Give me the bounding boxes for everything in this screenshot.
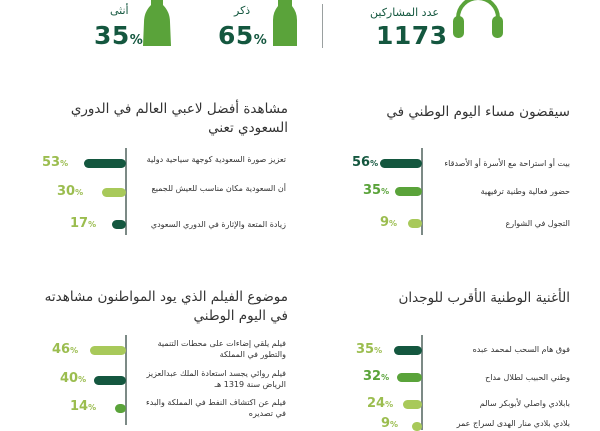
film-value-3: 14% xyxy=(70,399,97,414)
evening-bar-3 xyxy=(408,219,422,228)
film-value-2: 40% xyxy=(60,371,87,386)
evening-bar-1 xyxy=(380,159,422,168)
songs-bar-3 xyxy=(403,400,422,409)
songs-label-4: بلادي بلادي منار الهدى لسراج عمر xyxy=(456,419,570,428)
male-label: ذكر xyxy=(234,4,251,17)
songs-value-1: 35% xyxy=(356,342,383,357)
league-value-1: 53% xyxy=(42,155,69,170)
film-bar-2 xyxy=(94,376,126,385)
film-label-2: فيلم روائي يجسد استعادة الملك عبدالعزيز … xyxy=(146,369,286,389)
evening-value-2: 35% xyxy=(363,183,390,198)
songs-bar-2 xyxy=(397,373,422,382)
film-bar-3 xyxy=(115,404,126,413)
evening-bar-2 xyxy=(395,187,422,196)
songs-label-3: بابلادي واصلي لأبوبكر سالم xyxy=(479,399,570,408)
participants-value: 1173 xyxy=(376,21,448,50)
league-label-3: زيادة المتعة والإثارة في الدوري السعودي xyxy=(150,220,286,229)
songs-label-1: فوق هام السحب لمحمد عبده xyxy=(472,345,570,354)
league-bar-3 xyxy=(112,220,126,229)
evening-label-3: التجول في الشوارع xyxy=(505,219,570,228)
film-bar-1 xyxy=(90,346,126,355)
film-label-3: فيلم عن اكتشاف النفط في المملكة والبدء ف… xyxy=(145,398,286,418)
female-value: 35% xyxy=(94,21,144,50)
female-figure-icon xyxy=(143,0,171,46)
songs-value-3: 24% xyxy=(367,396,394,411)
league-bar-1 xyxy=(84,159,126,168)
league-bar-2 xyxy=(102,188,126,197)
league-title: مشاهدة أفضل لاعبي العالم في الدوري السعو… xyxy=(70,101,288,136)
songs-title: الأغنية الوطنية الأقرب للوجدان xyxy=(398,290,570,306)
evening-value-1: 56% xyxy=(352,155,379,170)
league-label-2: أن السعودية مكان مناسب للعيش للجميع xyxy=(151,184,287,193)
film-label-1: فيلم يلقي إضاءات على محطات التنمية والتط… xyxy=(157,339,286,359)
film-title: موضوع الفيلم الذي يود المواطنون مشاهدته … xyxy=(44,289,288,324)
film-value-1: 46% xyxy=(52,342,79,357)
songs-value-2: 32% xyxy=(363,369,390,384)
evening-label-2: حضور فعالية وطنية ترفيهية xyxy=(480,187,570,196)
female-label: أنثى xyxy=(110,4,129,17)
male-figure-icon xyxy=(273,0,297,46)
league-label-1: تعزيز صورة السعودية كوجهة سياحية دولية xyxy=(146,155,286,164)
league-value-3: 17% xyxy=(70,216,97,231)
header-divider xyxy=(322,4,323,48)
songs-axis xyxy=(421,335,423,430)
songs-value-4: 9% xyxy=(381,416,399,431)
evening-value-3: 9% xyxy=(380,215,398,230)
male-value: 65% xyxy=(218,21,268,50)
evening-title: سيقضون مساء اليوم الوطني في xyxy=(386,104,570,120)
league-value-2: 30% xyxy=(57,184,84,199)
songs-bar-1 xyxy=(394,346,422,355)
participants-label: عدد المشاركين xyxy=(370,6,439,19)
headphones-icon xyxy=(453,0,503,38)
songs-label-2: وطني الحبيب لطلال مداح xyxy=(485,373,570,382)
songs-bar-4 xyxy=(412,422,422,431)
evening-label-1: بيت أو استراحة مع الأسرة أو الأصدقاء xyxy=(444,159,570,168)
